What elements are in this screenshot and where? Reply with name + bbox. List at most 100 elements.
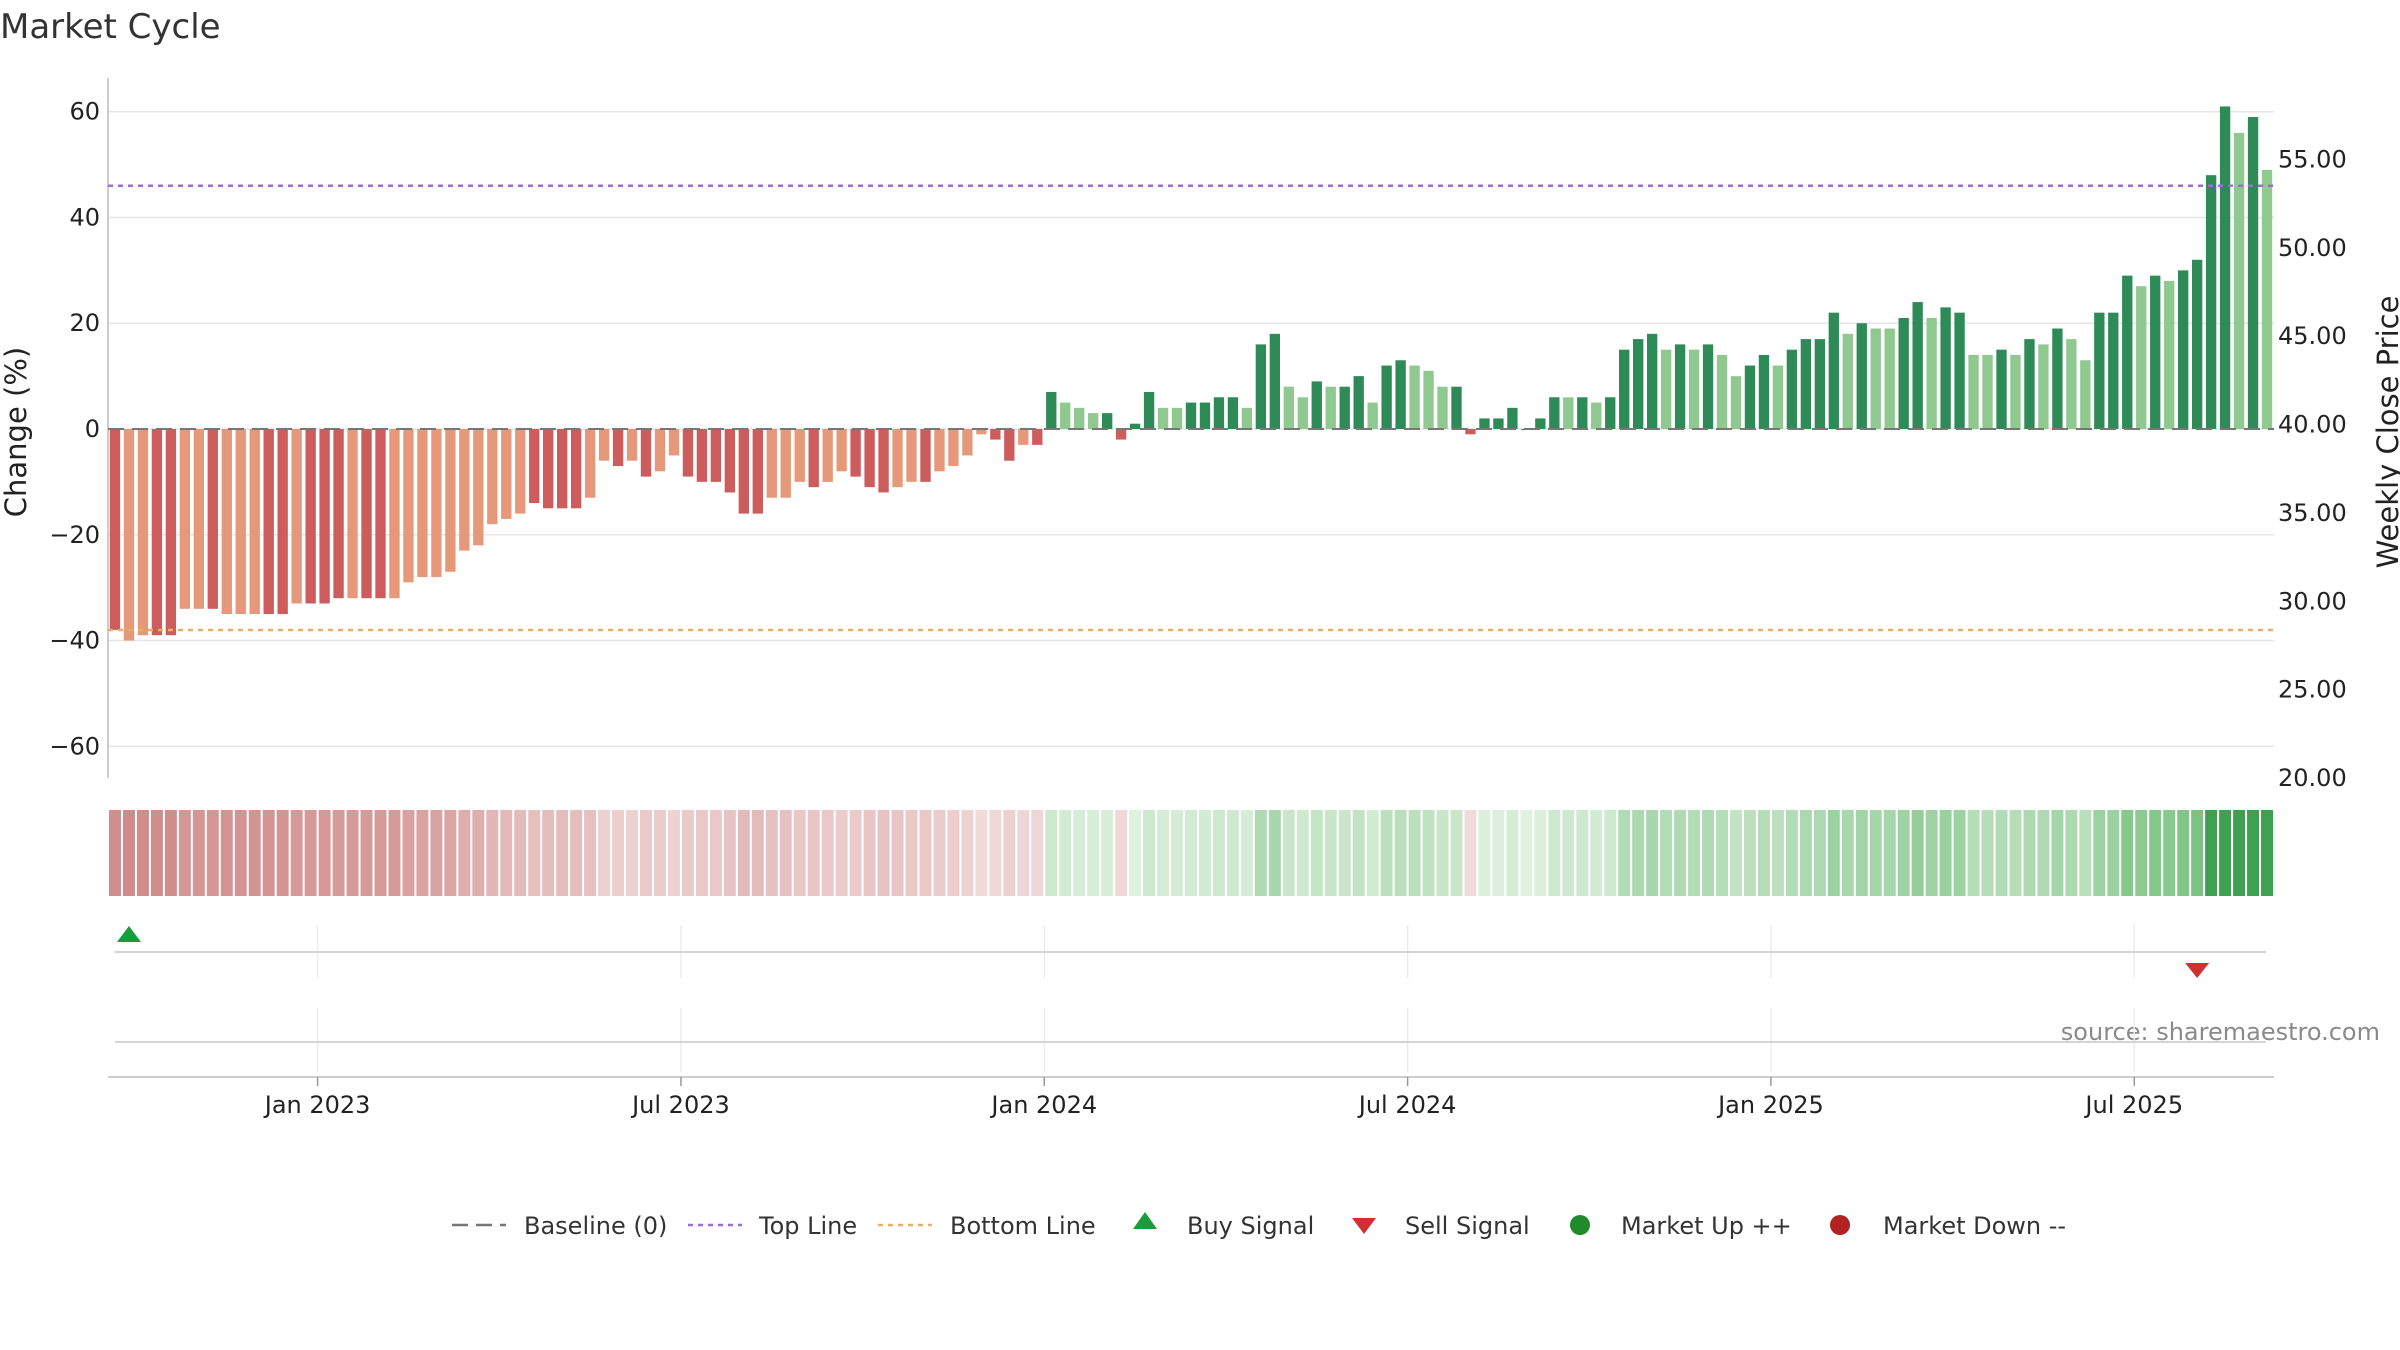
strength-cell [1087,810,1100,896]
bar [962,429,973,456]
bar [906,429,917,482]
bar [2164,280,2175,429]
strength-cell [1310,810,1323,896]
reference-lines [108,184,2274,632]
strength-cell [1897,810,1910,896]
strength-cell [695,810,708,896]
strength-cell [388,810,401,896]
strength-cell [430,810,443,896]
strength-cell [1436,810,1449,896]
legend-swatch [1830,1215,1850,1235]
strength-cell [905,810,918,896]
strength-cell [1743,810,1756,896]
strength-cell [723,810,736,896]
bar [277,429,288,615]
bar [1269,333,1281,429]
bar [1074,407,1085,429]
bar [1423,370,1434,429]
strength-cell [709,810,722,896]
strength-cell [835,810,848,896]
y-left-tick-label: −20 [49,521,100,549]
strength-cell [821,810,834,896]
strength-cell [1688,810,1701,896]
bar [1367,402,1378,429]
bar [1339,386,1350,429]
bar [1744,365,1756,429]
bar [165,429,177,636]
y-right-tick-label: 50.00 [2278,234,2347,262]
strength-cell [598,810,611,896]
x-axis: Jan 2023 Jul 2023 Jan 2024 Jul 2024 Jan 2025… [108,1076,2274,1119]
strength-cell [793,810,806,896]
strength-cell [1757,810,1770,896]
bar [389,429,400,599]
strength-cell [1352,810,1365,896]
strength-cell [318,810,331,896]
strength-cell [1003,810,1016,896]
bar [640,429,652,477]
y-axis-right-label: Weekly Close Price [2371,296,2400,569]
bar [724,429,736,493]
strength-cell [1492,810,1505,896]
bar [487,429,498,525]
strength-cell [1855,810,1868,896]
bar [780,429,791,498]
strength-cell [1646,810,1659,896]
y-left-tick-label: −60 [49,732,100,760]
strength-strip [109,810,2273,896]
strength-cell [2163,810,2176,896]
bar [445,429,456,572]
strength-cell [2079,810,2092,896]
strength-cell [2037,810,2050,896]
bar [1563,397,1574,429]
strength-cell [276,810,289,896]
strength-cell [2009,810,2022,896]
strength-cell [1967,810,1980,896]
bar [2261,169,2273,430]
bar [1968,354,1979,429]
strength-cell [1157,810,1170,896]
strength-cell [1338,810,1351,896]
legend-label: Market Down -- [1883,1212,2066,1240]
bar [808,429,819,488]
strength-cell [1576,810,1589,896]
legend-item-up: Market Up ++ [1570,1212,1792,1240]
strength-cell [863,810,876,896]
bar [1395,360,1406,429]
strength-cell [206,810,219,896]
strength-cell [2023,810,2036,896]
bar [235,429,246,615]
bar [1241,407,1253,429]
strength-cell [1031,810,1044,896]
strength-cell [1730,810,1742,896]
bar [179,429,191,609]
strength-cell [1450,810,1463,896]
bar [1912,302,1923,429]
strength-cell [1827,810,1840,896]
strength-cell [164,810,177,896]
strength-cell [849,810,862,896]
sell-signal-marker [2185,963,2210,978]
bar [1060,402,1071,429]
bar [1437,386,1448,429]
bar [1842,333,1853,429]
y-right-tick-label: 35.00 [2278,499,2347,527]
bar [878,429,889,493]
bar [361,429,372,599]
bar [1982,354,1993,429]
bar [766,429,777,498]
strength-cell [360,810,373,896]
strength-cell [178,810,191,896]
bar [1325,386,1336,429]
bar [1353,376,1364,429]
strength-cell [2261,810,2273,896]
x-tick-label: Jul 2023 [630,1091,730,1119]
bar [584,429,596,498]
bar [1772,365,1784,429]
bar [249,429,260,615]
strength-cell [765,810,778,896]
strength-cell [556,810,569,896]
event-panel [115,1008,2266,1072]
strength-cell [1115,810,1128,896]
strength-cell [1590,810,1603,896]
